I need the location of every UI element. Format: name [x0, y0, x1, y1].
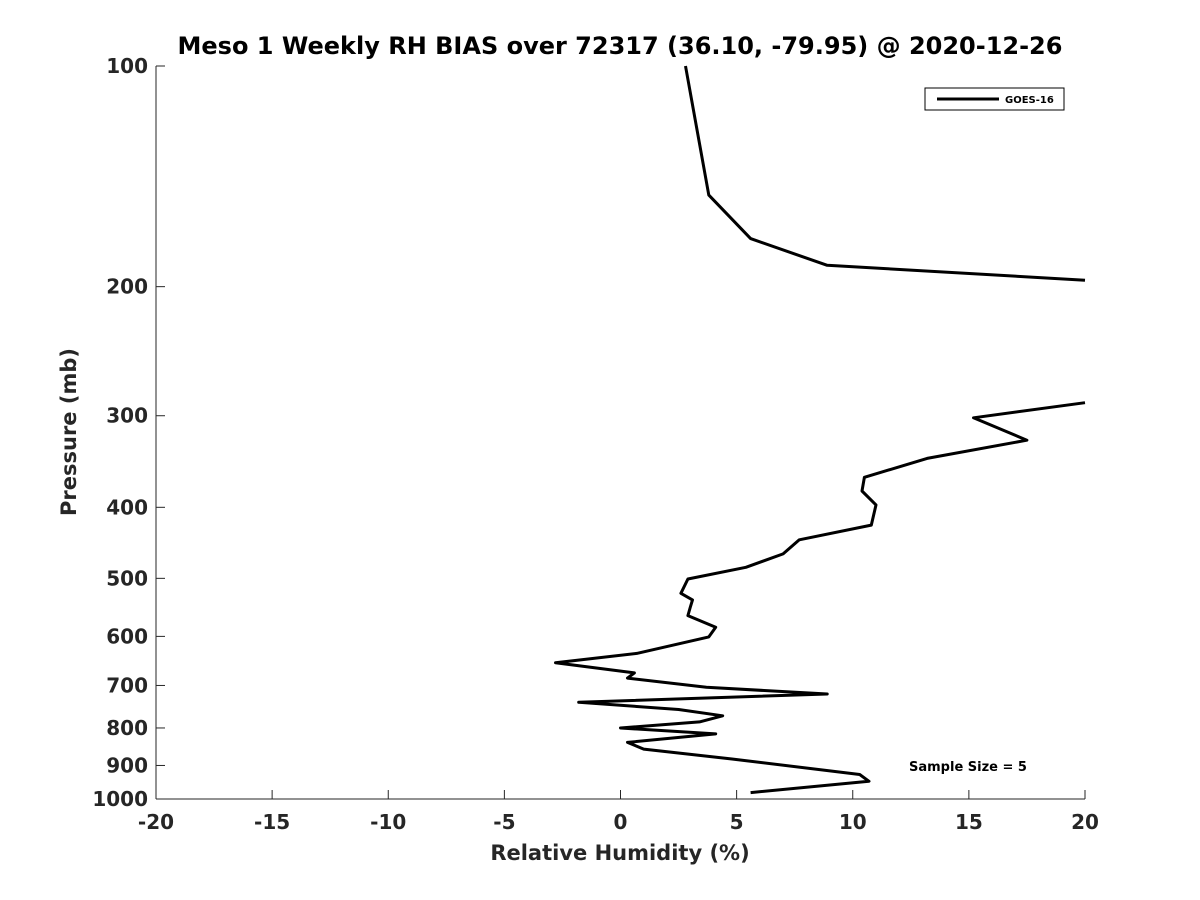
- y-tick-label: 1000: [92, 787, 148, 811]
- x-tick-label: -20: [138, 810, 174, 834]
- chart-title: Meso 1 Weekly RH BIAS over 72317 (36.10,…: [178, 32, 1063, 60]
- y-tick-label: 600: [106, 624, 148, 648]
- series-layer: [554, 65, 1086, 795]
- legend-label-goes16: GOES-16: [1005, 95, 1054, 106]
- y-tick-label: 800: [106, 716, 148, 740]
- y-axis-label: Pressure (mb): [57, 348, 81, 516]
- x-tick-label: 5: [730, 810, 744, 834]
- x-tick-label: -10: [370, 810, 406, 834]
- y-tick-label: 500: [106, 566, 148, 590]
- x-tick-label: 0: [614, 810, 628, 834]
- plot-area: [156, 66, 1085, 799]
- y-tick-label: 700: [106, 673, 148, 697]
- x-tick-label: 10: [839, 810, 867, 834]
- y-tick-label: 200: [106, 275, 148, 299]
- sample-size-annotation: Sample Size = 5: [909, 760, 1027, 775]
- series-line-goes16-segment-1: [684, 65, 1086, 282]
- x-tick-label: -5: [493, 810, 515, 834]
- x-tick-label: 20: [1071, 810, 1099, 834]
- legend: GOES-16: [924, 87, 1065, 111]
- x-tick-label: 15: [955, 810, 983, 834]
- y-tick-label: 900: [106, 753, 148, 777]
- y-tick-label: 100: [106, 54, 148, 78]
- y-tick-label: 300: [106, 404, 148, 428]
- x-axis-label: Relative Humidity (%): [490, 841, 749, 865]
- series-line-goes16-segment-2: [554, 401, 1086, 795]
- axes: -20 -15 -10 -5 0 5 10 15 20 100 200 300 400 500 600 700…: [92, 54, 1099, 834]
- y-tick-label: 400: [106, 495, 148, 519]
- x-tick-label: -15: [254, 810, 290, 834]
